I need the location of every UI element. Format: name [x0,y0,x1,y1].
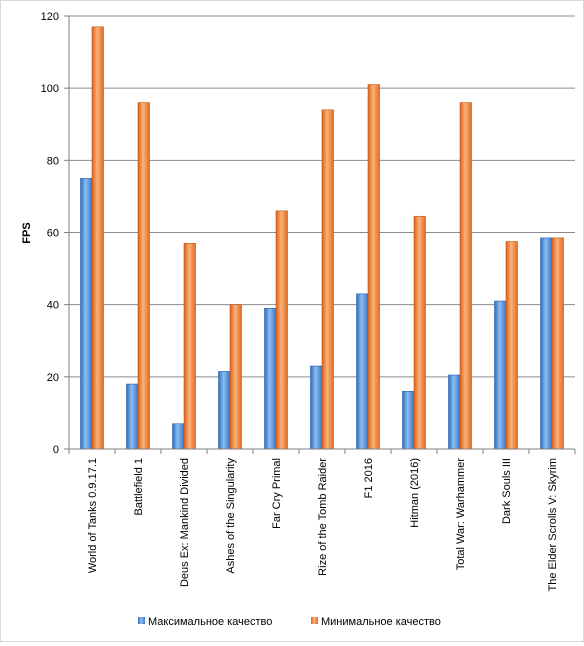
category-label: Ashes of the Singularity [225,458,237,574]
bar-min-quality [505,241,518,450]
bar-min-quality [275,210,288,450]
y-axis-title: FPS [21,222,33,243]
y-tick-label: 100 [41,83,59,95]
bar-min-quality [137,102,150,450]
bar-max-quality [402,390,415,450]
category-label: Dark Souls III [501,458,513,524]
bar-max-quality [448,374,461,450]
y-tick-labels: 0 20 40 60 80 100 120 [41,11,59,456]
bar-max-quality [356,293,369,450]
category-label: Total War: Warhammer [455,458,467,571]
y-tick-label: 80 [47,155,59,167]
bar-max-quality [80,178,93,450]
legend-label: Минимальное качество [321,616,441,628]
category-label: The Elder Scrolls V: Skyrim [547,458,559,591]
y-tick-label: 60 [47,228,59,240]
legend-label: Максимальное качество [148,616,272,628]
legend: Максимальное качество Минимальное качеств… [138,616,441,628]
category-label: World of Tanks 0.9.17.1 [87,458,99,573]
category-label: Deus Ex: Mankind Divided [179,458,191,587]
category-label: F1 2016 [363,458,375,498]
category-label: Hitman (2016) [409,458,421,528]
bar-max-quality [310,365,323,450]
bar-max-quality [126,383,139,450]
category-label: Rize of the Tomb Raider [317,458,329,576]
bar-max-quality [218,371,231,450]
bar-max-quality [264,307,277,450]
bar-min-quality [551,237,564,450]
bars [80,26,564,450]
bar-max-quality [172,423,185,450]
legend-swatch [138,617,145,624]
bar-max-quality [540,237,553,450]
y-tick-label: 0 [53,444,59,456]
legend-swatch [311,617,318,624]
bar-min-quality [229,304,242,450]
category-label: Battlefield 1 [133,458,145,515]
y-tick-label: 120 [41,11,59,23]
bar-min-quality [367,84,380,450]
bar-min-quality [321,109,334,450]
bar-min-quality [413,215,426,450]
bar-min-quality [91,26,104,450]
y-tick-label: 40 [47,300,59,312]
bar-min-quality [183,243,196,450]
category-label: Far Cry Primal [271,458,283,529]
bar-min-quality [459,102,472,450]
y-tick-label: 20 [47,372,59,384]
bar-max-quality [494,300,507,450]
category-labels: World of Tanks 0.9.17.1 Battlefield 1 Deus… [87,458,559,592]
axes [64,15,576,454]
